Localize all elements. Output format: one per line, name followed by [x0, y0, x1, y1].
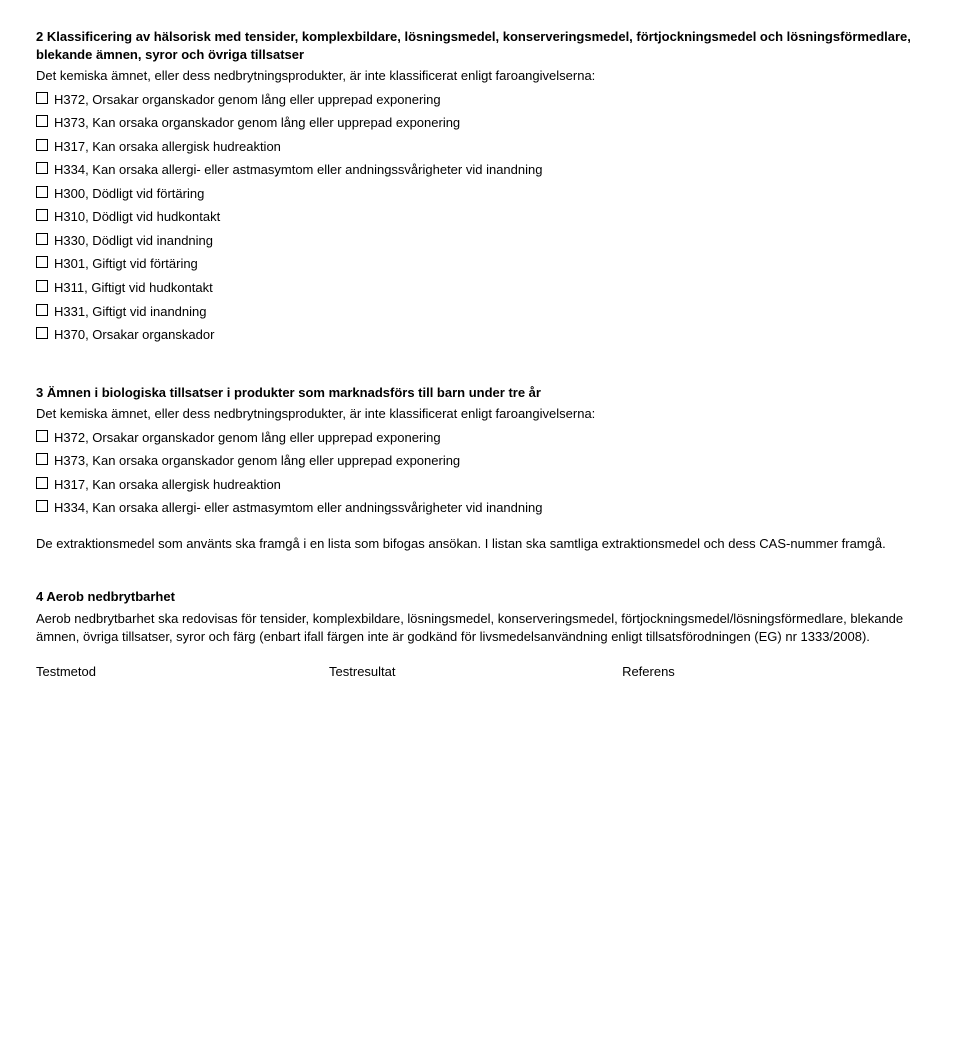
list-item: H310, Dödligt vid hudkontakt — [36, 208, 924, 226]
list-item: H330, Dödligt vid inandning — [36, 232, 924, 250]
section4-columns: Testmetod Testresultat Referens — [36, 663, 924, 681]
column-header: Referens — [622, 663, 915, 681]
column-header: Testresultat — [329, 663, 622, 681]
list-item: H372, Orsakar organskador genom lång ell… — [36, 429, 924, 447]
checkbox-icon[interactable] — [36, 115, 48, 127]
section4-body: Aerob nedbrytbarhet ska redovisas för te… — [36, 610, 924, 645]
list-item-label: H310, Dödligt vid hudkontakt — [54, 208, 220, 226]
checkbox-icon[interactable] — [36, 209, 48, 221]
list-item: H370, Orsakar organskador — [36, 326, 924, 344]
list-item: H372, Orsakar organskador genom lång ell… — [36, 91, 924, 109]
list-item-label: H373, Kan orsaka organskador genom lång … — [54, 452, 460, 470]
checkbox-icon[interactable] — [36, 500, 48, 512]
list-item-label: H334, Kan orsaka allergi- eller astmasym… — [54, 499, 542, 517]
checkbox-icon[interactable] — [36, 280, 48, 292]
checkbox-icon[interactable] — [36, 477, 48, 489]
section2-list: H372, Orsakar organskador genom lång ell… — [36, 91, 924, 344]
list-item-label: H300, Dödligt vid förtäring — [54, 185, 204, 203]
list-item-label: H372, Orsakar organskador genom lång ell… — [54, 91, 441, 109]
list-item: H301, Giftigt vid förtäring — [36, 255, 924, 273]
checkbox-icon[interactable] — [36, 233, 48, 245]
list-item: H334, Kan orsaka allergi- eller astmasym… — [36, 161, 924, 179]
column-header: Testmetod — [36, 663, 329, 681]
checkbox-icon[interactable] — [36, 453, 48, 465]
checkbox-icon[interactable] — [36, 139, 48, 151]
section4-title: 4 Aerob nedbrytbarhet — [36, 588, 924, 606]
list-item-label: H311, Giftigt vid hudkontakt — [54, 279, 213, 297]
list-item-label: H301, Giftigt vid förtäring — [54, 255, 198, 273]
list-item-label: H372, Orsakar organskador genom lång ell… — [54, 429, 441, 447]
list-item-label: H373, Kan orsaka organskador genom lång … — [54, 114, 460, 132]
checkbox-icon[interactable] — [36, 92, 48, 104]
section3-list: H372, Orsakar organskador genom lång ell… — [36, 429, 924, 517]
list-item-label: H370, Orsakar organskador — [54, 326, 214, 344]
list-item: H300, Dödligt vid förtäring — [36, 185, 924, 203]
section2-intro: Det kemiska ämnet, eller dess nedbrytnin… — [36, 67, 924, 85]
list-item: H331, Giftigt vid inandning — [36, 303, 924, 321]
list-item: H311, Giftigt vid hudkontakt — [36, 279, 924, 297]
checkbox-icon[interactable] — [36, 256, 48, 268]
list-item: H317, Kan orsaka allergisk hudreaktion — [36, 138, 924, 156]
list-item: H373, Kan orsaka organskador genom lång … — [36, 452, 924, 470]
list-item: H317, Kan orsaka allergisk hudreaktion — [36, 476, 924, 494]
section3-title: 3 Ämnen i biologiska tillsatser i produk… — [36, 384, 924, 402]
list-item-label: H317, Kan orsaka allergisk hudreaktion — [54, 138, 281, 156]
list-item-label: H334, Kan orsaka allergi- eller astmasym… — [54, 161, 542, 179]
section3-intro: Det kemiska ämnet, eller dess nedbrytnin… — [36, 405, 924, 423]
checkbox-icon[interactable] — [36, 327, 48, 339]
checkbox-icon[interactable] — [36, 186, 48, 198]
list-item-label: H331, Giftigt vid inandning — [54, 303, 206, 321]
list-item-label: H330, Dödligt vid inandning — [54, 232, 213, 250]
list-item: H334, Kan orsaka allergi- eller astmasym… — [36, 499, 924, 517]
checkbox-icon[interactable] — [36, 430, 48, 442]
checkbox-icon[interactable] — [36, 304, 48, 316]
list-item: H373, Kan orsaka organskador genom lång … — [36, 114, 924, 132]
section2-title: 2 Klassificering av hälsorisk med tensid… — [36, 28, 924, 63]
checkbox-icon[interactable] — [36, 162, 48, 174]
list-item-label: H317, Kan orsaka allergisk hudreaktion — [54, 476, 281, 494]
section3-note: De extraktionsmedel som använts ska fram… — [36, 535, 924, 553]
